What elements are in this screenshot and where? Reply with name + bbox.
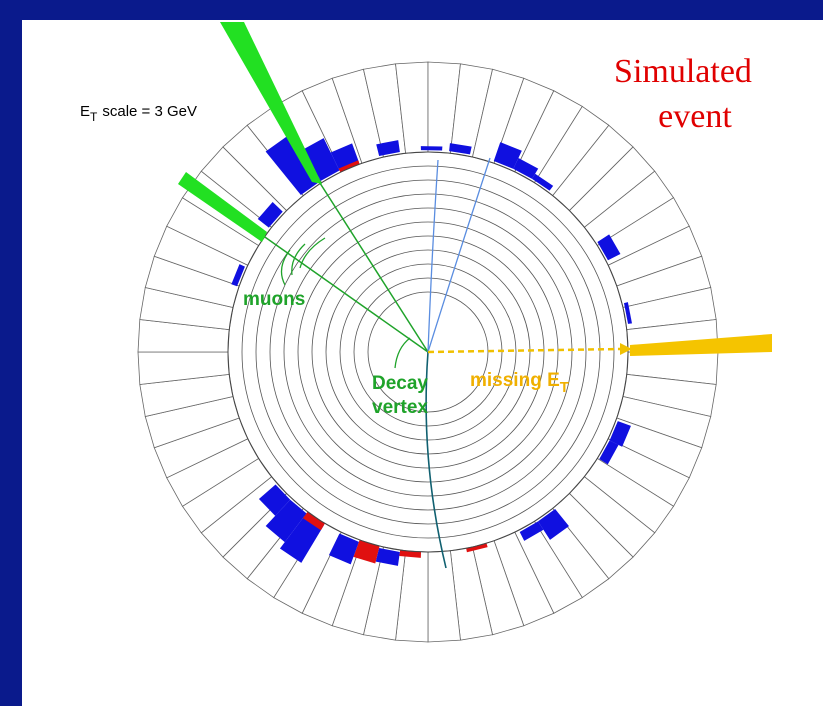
scale-symbol: E (80, 103, 90, 120)
title-line: event (658, 98, 732, 135)
page: Simulated event ETscale = 3 GeV muons De… (0, 0, 823, 706)
missing-subscript: T (560, 379, 569, 396)
scale-text: scale = 3 GeV (102, 103, 197, 120)
decay-label: vertex (372, 397, 428, 418)
title-line: Simulated (614, 53, 752, 90)
decay-label: Decay (372, 373, 428, 394)
energy-deposit (421, 146, 443, 150)
left-bar (0, 0, 22, 706)
missing-text: missing E (470, 370, 560, 391)
top-bar (0, 0, 823, 18)
slide: Simulated event ETscale = 3 GeV muons De… (0, 0, 823, 706)
muons-label: muons (243, 289, 305, 310)
scale-subscript: T (90, 110, 98, 124)
